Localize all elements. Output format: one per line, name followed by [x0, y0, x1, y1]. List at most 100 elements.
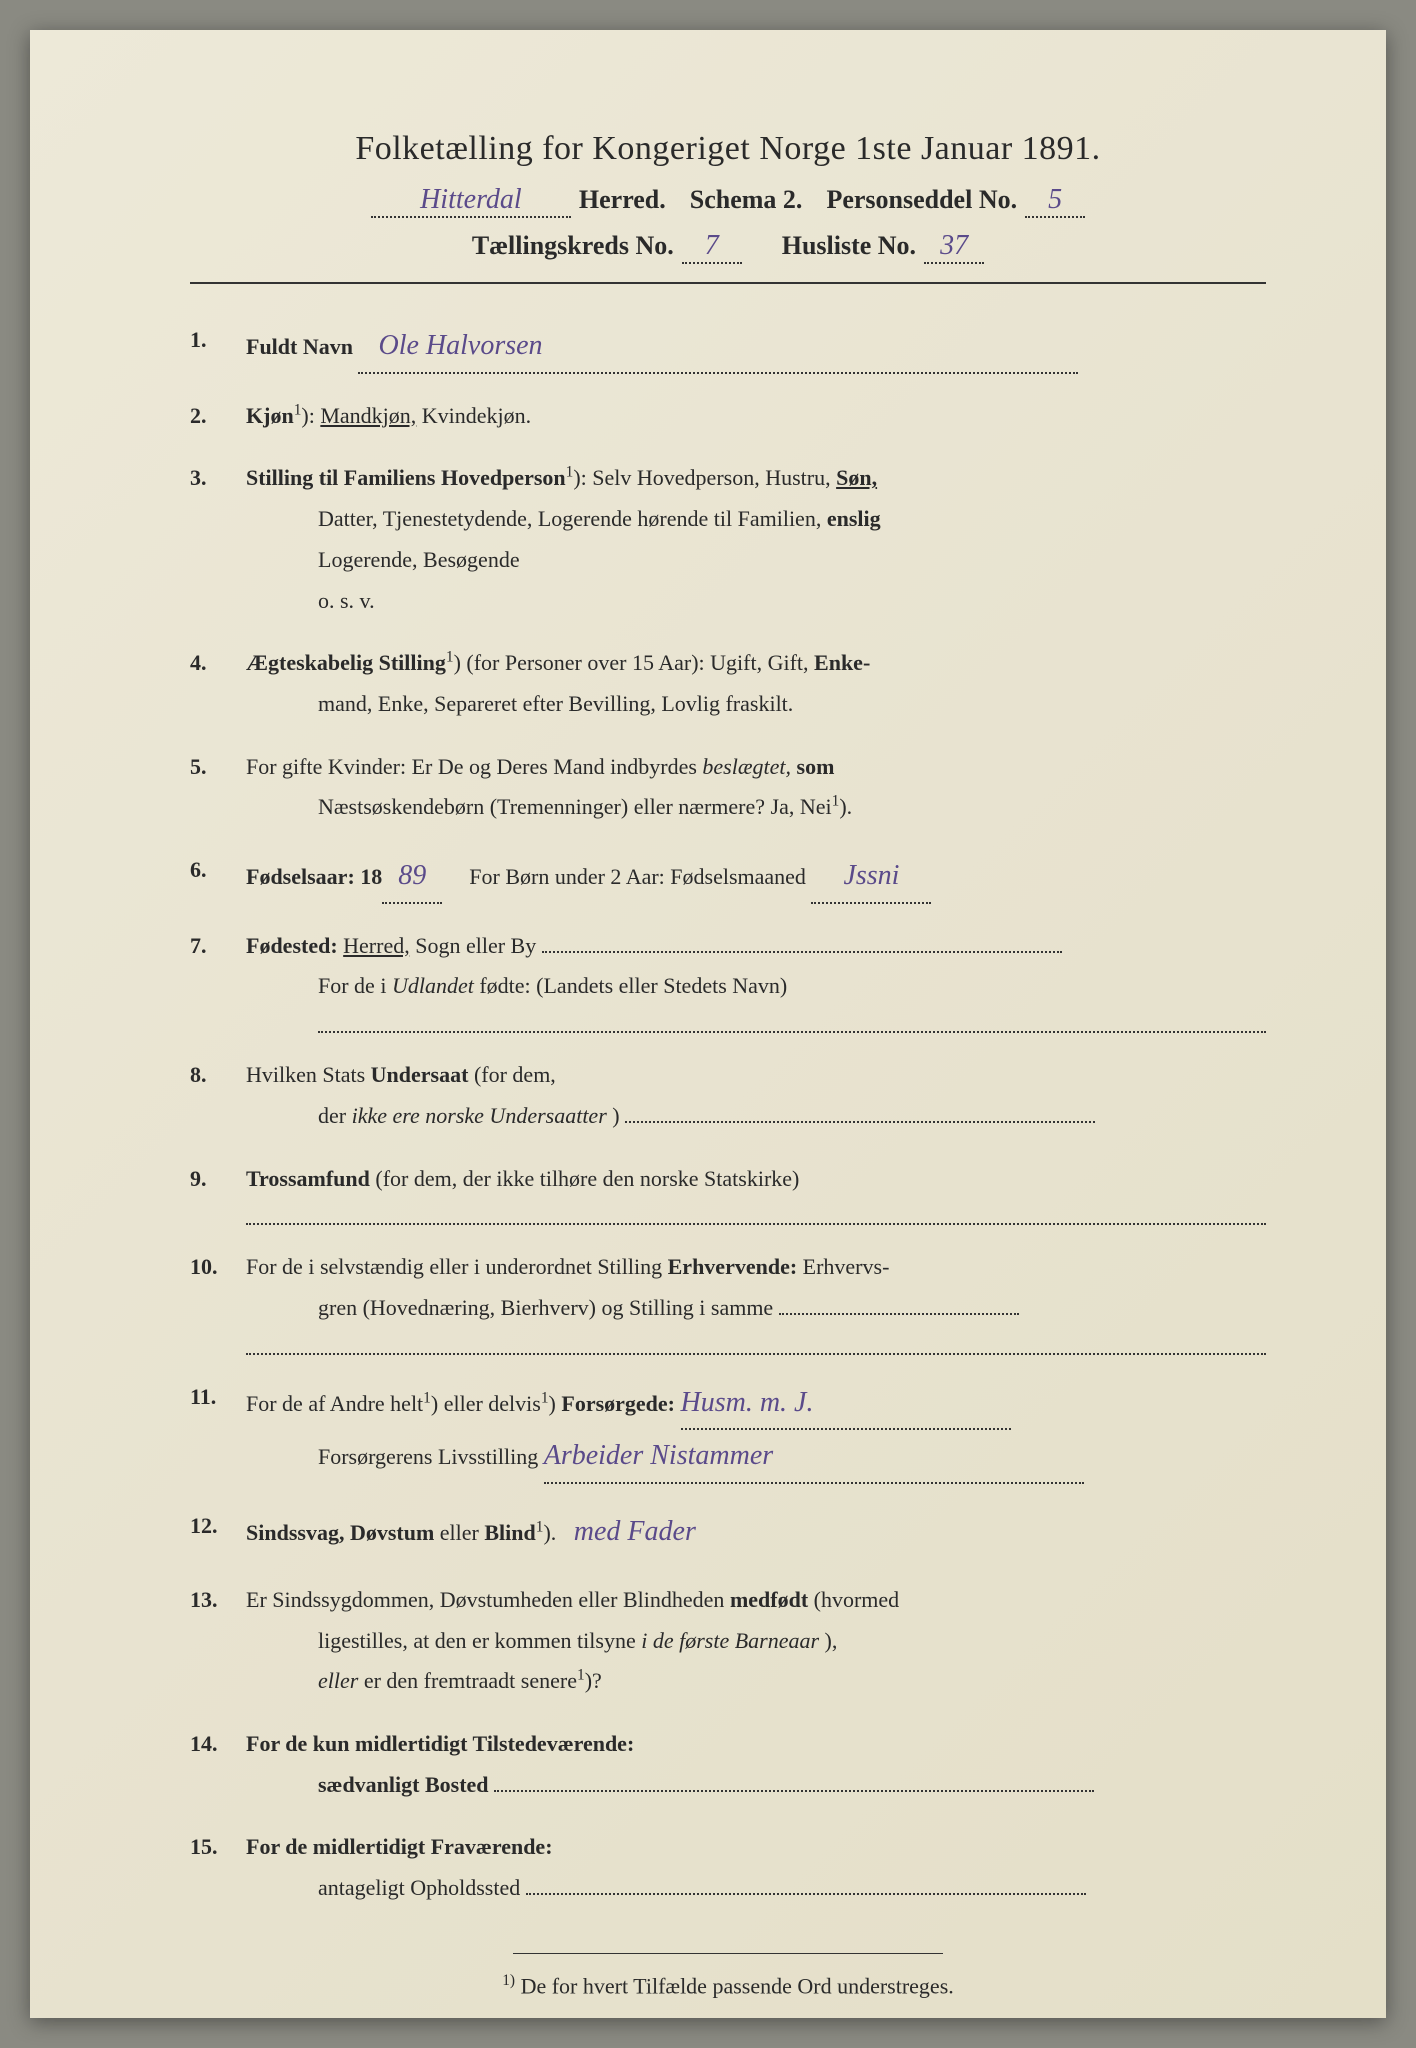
item-num: 5. [190, 747, 246, 828]
oppholdssted-field [526, 1893, 1086, 1895]
taellingskreds-field: 7 [682, 230, 742, 264]
sup-1: 1 [541, 1389, 549, 1406]
month-field: Jssni [811, 850, 931, 904]
month-hand: Jssni [843, 860, 899, 891]
item-15: 15. For de midlertidigt Fraværende: anta… [190, 1827, 1266, 1908]
item-3: 3. Stilling til Familiens Hovedperson1):… [190, 458, 1266, 621]
text: gren (Hovednæring, Bierhverv) og Stillin… [318, 1295, 773, 1320]
item-body: Fuldt Navn Ole Halvorsen [246, 320, 1266, 374]
text: der [318, 1103, 352, 1128]
occupation-field [779, 1313, 1019, 1315]
sup-1: 1 [577, 1667, 585, 1684]
item-num: 10. [190, 1247, 246, 1354]
text: fødte: (Landets eller Stedets Navn) [479, 973, 787, 998]
text: Erhvervs- [803, 1254, 890, 1279]
item-num: 9. [190, 1159, 246, 1226]
item-body: Hvilken Stats Undersaat (for dem, der ik… [246, 1055, 1266, 1136]
text: ) [612, 1103, 619, 1128]
footnote: 1) De for hvert Tilfælde passende Ord un… [190, 1972, 1266, 1999]
item-num: 12. [190, 1506, 246, 1558]
text: Selv Hovedperson, Hustru, [592, 465, 836, 490]
item-body: Ægteskabelig Stilling1) (for Personer ov… [246, 643, 1266, 724]
item-body: Er Sindssygdommen, Døvstumheden eller Bl… [246, 1580, 1266, 1702]
erhvervende: Erhvervende: [668, 1254, 798, 1279]
sup-1: 1 [294, 401, 302, 418]
year-hand: 89 [398, 860, 426, 891]
personseddel-handwriting: 5 [1048, 184, 1062, 215]
text: (for dem, der ikke tilhøre den norske St… [375, 1166, 799, 1191]
label: Ægteskabelig Stilling [246, 650, 446, 675]
text: antageligt Opholdssted [318, 1875, 520, 1900]
religion-field [246, 1205, 1266, 1225]
text: Næstsøskendebørn (Tremenninger) eller næ… [318, 794, 832, 819]
footnote-mark: 1) [502, 1972, 515, 1989]
item-body: For gifte Kvinder: Er De og Deres Mand i… [246, 747, 1266, 828]
ikke-norske: ikke ere norske Undersaatter [352, 1103, 607, 1128]
text: eller delvis [444, 1391, 541, 1416]
item-2: 2. Kjøn1): Mandkjøn, Kvindekjøn. [190, 396, 1266, 437]
personseddel-label: Personseddel No. [826, 185, 1017, 215]
enslig: enslig [827, 506, 881, 531]
sup-1: 1 [446, 649, 454, 666]
item-num: 3. [190, 458, 246, 621]
provider-field: Husm. m. J. [681, 1377, 1011, 1431]
medfodt: medfødt [730, 1587, 808, 1612]
enke: Enke- [814, 650, 870, 675]
item-num: 15. [190, 1827, 246, 1908]
som: som [797, 754, 835, 779]
name-field: Ole Halvorsen [358, 320, 1078, 374]
item-body: Fødested: Herred, Sogn eller By For de i… [246, 926, 1266, 1033]
herred-field: Hitterdal [371, 184, 571, 218]
beslaegtet: beslægtet, [702, 754, 796, 779]
item-num: 6. [190, 850, 246, 904]
header-divider [190, 282, 1266, 284]
text: (for dem, [474, 1062, 556, 1087]
text: Datter, Tjenestetydende, Logerende høren… [318, 506, 827, 531]
item-1: 1. Fuldt Navn Ole Halvorsen [190, 320, 1266, 374]
undersaat: Undersaat [371, 1062, 469, 1087]
item-5: 5. For gifte Kvinder: Er De og Deres Man… [190, 747, 1266, 828]
item-num: 4. [190, 643, 246, 724]
text: For Børn under 2 Aar: Fødselsmaaned [469, 864, 806, 889]
udlandet: Udlandet [392, 973, 474, 998]
label: For de midlertidigt Fraværende: [246, 1834, 553, 1859]
text: sædvanligt Bosted [318, 1772, 489, 1797]
item-body: For de af Andre helt1) eller delvis1) Fo… [246, 1377, 1266, 1485]
forste-barneaar: i de første Barneaar [641, 1628, 819, 1653]
item-13: 13. Er Sindssygdommen, Døvstumheden elle… [190, 1580, 1266, 1702]
name-handwriting: Ole Halvorsen [358, 330, 542, 361]
husliste-label: Husliste No. [782, 231, 916, 261]
text: Sogn eller By [415, 933, 536, 958]
label: Kjøn [246, 403, 294, 428]
herred-label: Herred. [579, 185, 666, 215]
text: Logerende, Besøgende [318, 547, 520, 572]
text: (for Personer over 15 Aar): Ugift, Gift, [466, 650, 814, 675]
item-num: 7. [190, 926, 246, 1033]
label: Fuldt Navn [246, 334, 353, 359]
taellingskreds-handwriting: 7 [705, 230, 719, 261]
occupation-field-2 [246, 1335, 1266, 1355]
sup-1: 1 [536, 1519, 544, 1536]
text: For de i [318, 973, 392, 998]
husliste-handwriting: 37 [940, 230, 968, 261]
text: Hvilken Stats [246, 1062, 371, 1087]
text: mand, Enke, Separeret efter Bevilling, L… [318, 691, 793, 716]
schema-label: Schema 2. [690, 185, 803, 215]
census-form-page: Folketælling for Kongeriget Norge 1ste J… [30, 30, 1386, 2018]
text: For gifte Kvinder: Er De og Deres Mand i… [246, 754, 702, 779]
text: ligestilles, at den er kommen tilsyne [318, 1628, 641, 1653]
form-items: 1. Fuldt Navn Ole Halvorsen 2. Kjøn1): M… [190, 320, 1266, 1909]
provider-hand: Husm. m. J. [681, 1387, 814, 1418]
item-4: 4. Ægteskabelig Stilling1) (for Personer… [190, 643, 1266, 724]
item-body: Sindssvag, Døvstum eller Blind1). med Fa… [246, 1506, 1266, 1558]
footnote-divider [513, 1953, 943, 1954]
item-body: Fødselsaar: 1889 For Børn under 2 Aar: F… [246, 850, 1266, 904]
text: Er Sindssygdommen, Døvstumheden eller Bl… [246, 1587, 730, 1612]
taellingskreds-label: Tællingskreds No. [472, 231, 674, 261]
item-body: Stilling til Familiens Hovedperson1): Se… [246, 458, 1266, 621]
item-6: 6. Fødselsaar: 1889 For Børn under 2 Aar… [190, 850, 1266, 904]
item-num: 2. [190, 396, 246, 437]
item-9: 9. Trossamfund (for dem, der ikke tilhør… [190, 1159, 1266, 1226]
footnote-text: De for hvert Tilfælde passende Ord under… [521, 1973, 954, 1998]
label: For de kun midlertidigt Tilstedeværende: [246, 1731, 634, 1756]
